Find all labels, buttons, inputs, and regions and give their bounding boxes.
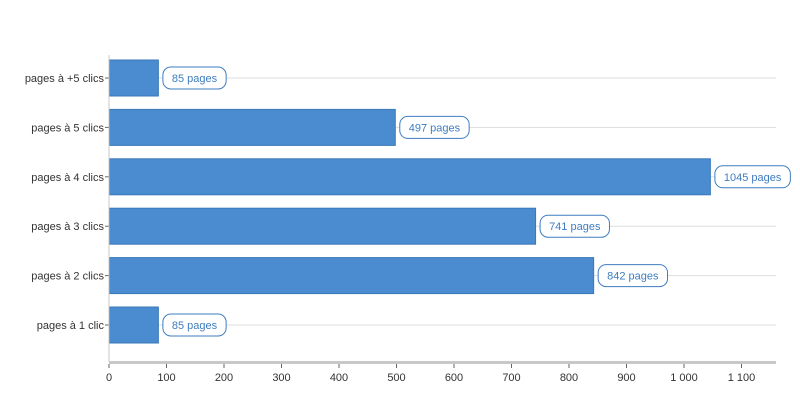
- x-tick-label: 900: [617, 372, 635, 384]
- data-label: 497 pages: [399, 115, 470, 139]
- bar: [109, 108, 396, 146]
- data-label: 1045 pages: [714, 165, 791, 189]
- data-label-box: [162, 313, 227, 337]
- bar: [109, 257, 595, 295]
- data-label-box: [162, 66, 227, 90]
- x-tick-label: 1 100: [728, 372, 756, 384]
- data-label: 85 pages: [162, 313, 227, 337]
- bar: [109, 306, 159, 344]
- x-tick-label: 700: [502, 372, 520, 384]
- data-label-text: 85 pages: [172, 73, 218, 85]
- data-label-text: 497 pages: [409, 122, 461, 134]
- bar: [109, 158, 711, 196]
- data-label-text: 1045 pages: [724, 172, 782, 184]
- data-label: 842 pages: [597, 264, 669, 288]
- data-label-box: [597, 264, 669, 288]
- x-tick-label: 600: [445, 372, 463, 384]
- x-tick-label: 400: [330, 372, 348, 384]
- category-label: pages à 2 clics: [31, 271, 104, 283]
- x-tick-label: 500: [387, 372, 405, 384]
- x-axis-line: [109, 361, 776, 364]
- bars: [109, 59, 711, 344]
- x-tick-label: 100: [157, 372, 175, 384]
- category-label: pages à 5 clics: [31, 122, 104, 134]
- bar: [109, 59, 159, 97]
- x-tick-label: 1 000: [670, 372, 698, 384]
- bar: [109, 207, 537, 245]
- x-axis: 0 100 200 300 400 500 600 700 800 900 1 000 1 100: [106, 55, 776, 384]
- data-label-box: [399, 115, 470, 139]
- category-labels: pages à 1 clic pages à 2 clics pages à 3 c…: [25, 73, 109, 332]
- data-label-box: [714, 165, 791, 189]
- data-label: 741 pages: [539, 214, 610, 238]
- category-label: pages à 4 clics: [31, 172, 104, 184]
- data-label-text: 741 pages: [549, 221, 601, 233]
- x-tick-label: 0: [106, 372, 112, 384]
- x-tick-label: 800: [560, 372, 578, 384]
- category-label: pages à +5 clics: [25, 73, 105, 85]
- x-tick-label: 300: [272, 372, 290, 384]
- data-label-text: 85 pages: [172, 320, 218, 332]
- category-label: pages à 3 clics: [31, 221, 104, 233]
- x-tick-label: 200: [215, 372, 233, 384]
- data-labels: 85 pages 842 pages 741 pages 1045 pages 497 …: [162, 66, 791, 337]
- data-label-text: 842 pages: [607, 271, 659, 283]
- data-label: 85 pages: [162, 66, 227, 90]
- category-label: pages à 1 clic: [37, 320, 105, 332]
- data-label-box: [539, 214, 610, 238]
